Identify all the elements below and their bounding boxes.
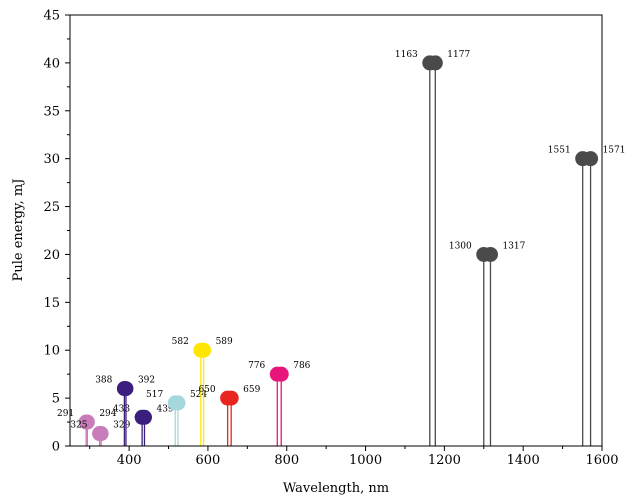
wavelength-label: 1551 bbox=[548, 146, 571, 156]
wavelength-label: 1317 bbox=[502, 241, 525, 251]
stem-head bbox=[223, 390, 239, 406]
wavelength-label: 433 bbox=[113, 404, 130, 414]
y-tick-label: 45 bbox=[43, 9, 60, 24]
stem-head bbox=[170, 395, 186, 411]
y-tick-label: 40 bbox=[43, 56, 60, 71]
wavelength-label: 388 bbox=[95, 376, 112, 386]
stem-pair: 517 524 bbox=[146, 390, 207, 446]
stem-head bbox=[93, 426, 109, 442]
wavelength-label: 439 bbox=[156, 404, 173, 414]
wavelength-label: 329 bbox=[113, 421, 130, 431]
y-tick-label: 10 bbox=[43, 344, 60, 359]
stem-pair: 582 589 bbox=[172, 337, 233, 446]
x-axis-title: Wavelength, nm bbox=[283, 481, 389, 496]
wavelength-label: 589 bbox=[216, 337, 233, 347]
wavelength-label: 1163 bbox=[395, 50, 418, 60]
stem-pair: 776 786 bbox=[248, 361, 311, 446]
wavelength-label: 291 bbox=[57, 409, 74, 419]
y-tick-label: 20 bbox=[43, 248, 60, 263]
wavelength-label: 786 bbox=[293, 361, 310, 371]
stem-head bbox=[196, 342, 212, 358]
x-tick-label: 1000 bbox=[349, 453, 382, 468]
wavelength-label: 325 bbox=[70, 421, 87, 431]
wavelength-label: 776 bbox=[248, 361, 265, 371]
wavelength-label: 517 bbox=[146, 390, 163, 400]
wavelength-label: 1177 bbox=[447, 50, 470, 60]
stem-head bbox=[583, 151, 599, 167]
stem-pair: 1163 1177 bbox=[395, 50, 470, 446]
x-tick-label: 800 bbox=[274, 453, 299, 468]
y-tick-label: 0 bbox=[52, 440, 60, 455]
y-tick-label: 15 bbox=[43, 296, 60, 311]
wavelength-label: 392 bbox=[138, 376, 155, 386]
x-tick-label: 600 bbox=[196, 453, 221, 468]
y-tick-label: 35 bbox=[43, 104, 60, 119]
wavelength-label: 659 bbox=[243, 385, 260, 395]
y-tick-label: 25 bbox=[43, 200, 60, 215]
wavelength-label: 582 bbox=[172, 337, 189, 347]
y-axis-title: Pule energy, mJ bbox=[11, 179, 26, 282]
x-tick-label: 1400 bbox=[507, 453, 540, 468]
chart-ticks: 400 600 800 1000 1200 1400 1600 0 5 10 15 20 25 30 35 4… bbox=[43, 9, 618, 469]
stem-pair: 388 392 bbox=[95, 376, 155, 446]
stem-pair: 1300 1317 bbox=[449, 241, 526, 446]
stem-pair: 433 439 bbox=[113, 404, 174, 446]
wavelength-label: 524 bbox=[190, 390, 207, 400]
wavelength-label: 1571 bbox=[603, 146, 626, 156]
stem-head bbox=[118, 381, 134, 397]
stem-pair: 650 659 bbox=[198, 385, 261, 446]
stem-pair: 291 294 bbox=[57, 409, 117, 446]
x-tick-label: 400 bbox=[117, 453, 142, 468]
stem-pair: 1551 1571 bbox=[548, 146, 626, 446]
x-tick-label: 1200 bbox=[428, 453, 461, 468]
stem-pair: 325 329 bbox=[70, 421, 131, 446]
y-tick-label: 5 bbox=[52, 392, 60, 407]
stem-head bbox=[136, 409, 152, 425]
stem-head bbox=[273, 366, 289, 382]
wavelength-label: 1300 bbox=[449, 241, 472, 251]
wavelength-label: 650 bbox=[198, 385, 215, 395]
x-tick-label: 1600 bbox=[585, 453, 618, 468]
stem-head bbox=[482, 246, 498, 262]
stem-head bbox=[79, 414, 95, 430]
y-tick-label: 30 bbox=[43, 152, 60, 167]
stem-head bbox=[427, 55, 443, 71]
wavelength-label: 294 bbox=[99, 409, 116, 419]
